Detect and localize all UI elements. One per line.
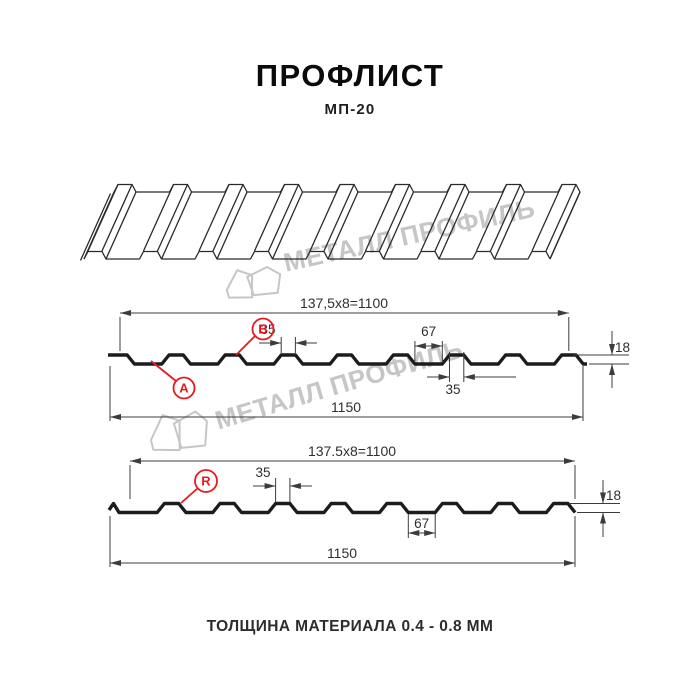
dim-total-1150-bottom: 1150 (109, 516, 576, 567)
profile-top-section: 137,5x8=1100 35 67 (108, 295, 630, 421)
profile-bottom-outline (107, 501, 577, 515)
dim-crest-35-lower: 35 (427, 352, 516, 397)
dim-label-flat-bottom-profile: 67 (414, 516, 429, 531)
dim-height-18-bottom: 18 (569, 480, 621, 537)
profile-model-subtitle: МП-20 (324, 101, 376, 118)
marker-r-label: R (201, 474, 211, 489)
metall-profil-logo-icon (145, 404, 213, 458)
marker-b: B (235, 317, 275, 356)
iso-top-edge (113, 183, 581, 193)
marker-a: A (150, 360, 196, 400)
page-title: ПРОФЛИСТ (255, 58, 445, 93)
iso-bottom-edge (83, 250, 551, 260)
marker-b-label: B (258, 322, 267, 337)
dim-label-crest-bottom-profile: 35 (255, 465, 270, 480)
dim-label-flat-top: 67 (421, 324, 436, 339)
dim-label-span-top: 137,5x8=1100 (300, 295, 388, 311)
dim-label-crest-lower: 35 (445, 382, 460, 397)
dim-label-total-top: 1150 (331, 399, 361, 415)
dim-height-18-top: 18 (573, 331, 630, 388)
marker-a-label: A (179, 381, 189, 396)
dim-flat-67-bottom-profile: 67 (407, 514, 436, 538)
material-thickness-note: ТОЛЩИНА МАТЕРИАЛА 0.4 - 0.8 ММ (206, 618, 494, 635)
dim-span-1100-top: 137,5x8=1100 (119, 295, 570, 351)
dim-label-span-bottom: 137.5x8=1100 (308, 443, 396, 459)
iso-rib-lines (87, 183, 581, 260)
dim-flat-67-top: 67 (414, 324, 443, 361)
marker-r: R (180, 469, 218, 504)
dim-label-total-bottom: 1150 (327, 545, 357, 561)
isometric-sheet-sketch (79, 183, 581, 261)
dim-crest-35-bottom-profile: 35 (253, 465, 312, 502)
iso-cut-edge (79, 191, 581, 261)
profile-top-outline (108, 353, 587, 366)
dim-span-1100-bottom: 137.5x8=1100 (129, 443, 576, 499)
dim-label-height-top: 18 (615, 340, 630, 355)
metall-profil-logo-icon (222, 260, 286, 304)
profile-bottom-section: 137.5x8=1100 35 67 (107, 443, 621, 567)
dim-total-1150-top: 1150 (109, 366, 584, 421)
dim-label-height-bottom: 18 (606, 488, 621, 503)
